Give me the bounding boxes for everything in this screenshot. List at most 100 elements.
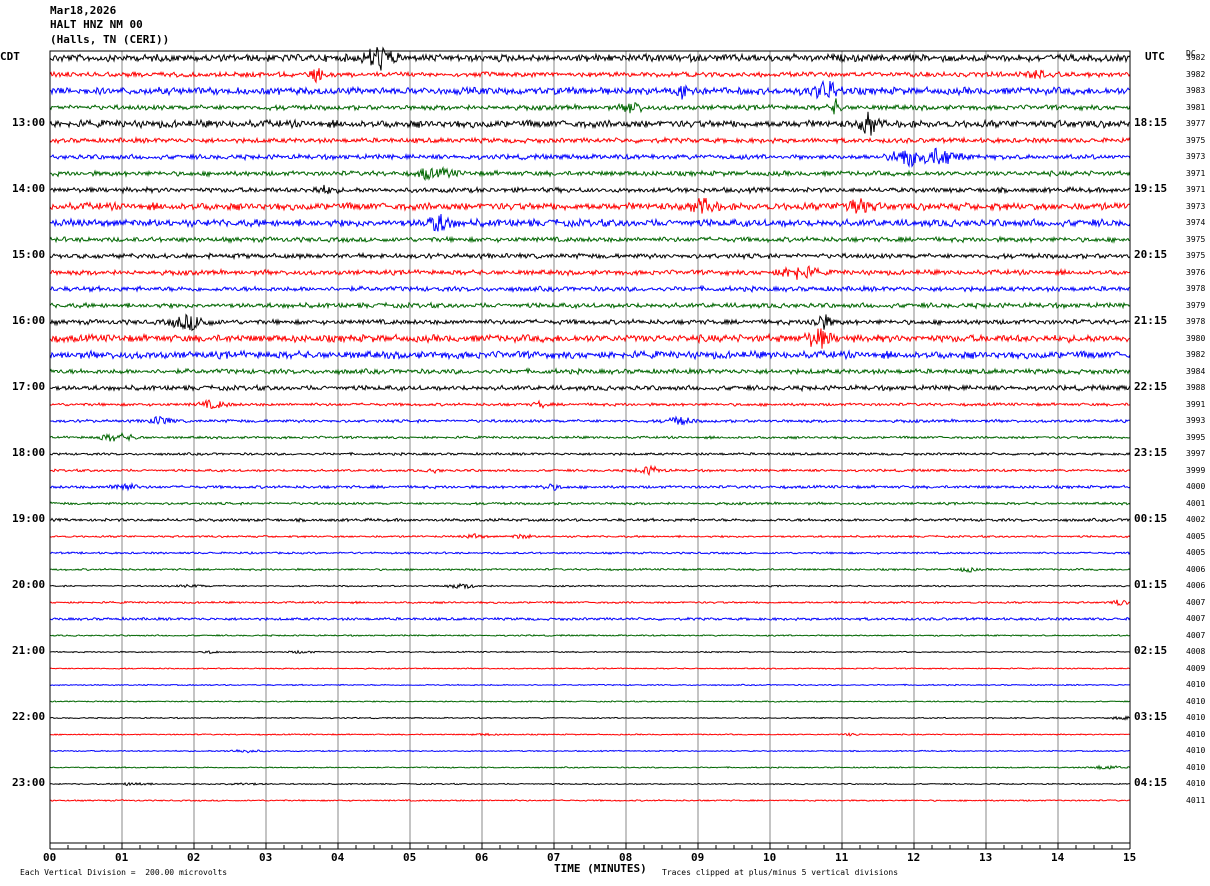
utc-hour-label: 18:15 (1134, 116, 1168, 129)
cdt-hour-label: 13:00 (12, 116, 46, 129)
dc-offset-label: 3971 (1186, 168, 1206, 178)
cdt-hour-label: 20:00 (12, 578, 46, 591)
dc-offset-label: 3978 (1186, 317, 1206, 326)
dc-offset-label: 4010 (1186, 746, 1206, 755)
dc-offset-label: 3997 (1186, 449, 1206, 458)
trace-line (49, 517, 1131, 523)
cdt-hour-label: 14:00 (12, 182, 46, 195)
dc-offset-label: 3973 (1186, 201, 1206, 211)
x-tick-label: 09 (691, 851, 705, 864)
dc-offset-label: 3982 (1186, 53, 1206, 62)
trace-line (49, 79, 1131, 100)
utc-hour-label: 00:15 (1134, 512, 1168, 525)
dc-offset-label: 3975 (1186, 135, 1206, 145)
utc-hour-label: 19:15 (1134, 182, 1168, 195)
x-tick-label: 02 (187, 851, 201, 864)
clipping-note: Traces clipped at plus/minus 5 vertical … (662, 868, 899, 877)
utc-hour-label: 23:15 (1134, 446, 1168, 459)
utc-hour-label: 20:15 (1134, 248, 1168, 261)
trace-line (50, 415, 1131, 426)
cdt-hour-label: 19:00 (12, 512, 46, 525)
x-tick-label: 03 (259, 851, 273, 864)
trace-line (49, 599, 1131, 607)
utc-axis-label: UTC (1145, 50, 1165, 63)
x-tick-label: 15 (1123, 851, 1137, 864)
dc-offset-label: 4006 (1186, 581, 1206, 590)
trace-line (49, 235, 1131, 244)
dc-offset-label: 3995 (1186, 432, 1206, 442)
trace-line (49, 301, 1131, 310)
dc-offset-label: 4007 (1186, 630, 1206, 640)
x-tick-label: 10 (763, 851, 777, 864)
trace-line (49, 451, 1131, 457)
trace-line (49, 147, 1131, 168)
trace-line (49, 533, 1131, 540)
dc-offset-label: 3976 (1186, 267, 1206, 277)
trace-line (49, 616, 1131, 622)
trace-line (49, 431, 1131, 442)
x-tick-label: 07 (547, 851, 561, 864)
x-tick-label: 14 (1051, 851, 1065, 864)
plot-frame (49, 50, 1131, 850)
dc-offset-label: 3979 (1186, 300, 1206, 310)
x-tick-label: 13 (979, 851, 993, 864)
x-tick-label: 12 (907, 851, 921, 864)
dc-offset-label: 4010 (1186, 762, 1206, 772)
dc-offset-label: 4010 (1186, 696, 1206, 706)
station-label: HALT HNZ NM 00 (50, 18, 143, 31)
trace-line (49, 501, 1131, 506)
dc-offset-label: 4008 (1186, 647, 1206, 656)
utc-hour-label: 01:15 (1134, 578, 1168, 591)
trace-line (49, 165, 1131, 182)
trace-line (49, 464, 1131, 477)
utc-hour-label: 22:15 (1134, 380, 1168, 393)
cdt-hour-label: 21:00 (12, 644, 46, 657)
dc-offset-label: 3982 (1186, 69, 1206, 79)
dc-offset-label: 4010 (1186, 680, 1206, 689)
cdt-hour-label: 16:00 (12, 314, 46, 327)
dc-offset-label: 4007 (1186, 614, 1206, 623)
trace-line (49, 197, 1131, 214)
dc-offset-label: 3977 (1186, 119, 1206, 128)
trace-line (49, 482, 1131, 492)
trace-line (49, 284, 1131, 294)
x-tick-label: 01 (115, 851, 129, 864)
x-tick-label: 08 (619, 851, 633, 864)
vertical-division-note: Each Vertical Division = 200.00 microvol… (20, 868, 228, 877)
x-tick-label: 00 (43, 851, 57, 864)
cdt-hour-label: 22:00 (12, 710, 46, 723)
dc-offset-label: 3980 (1186, 333, 1206, 343)
dc-offset-label: 4007 (1186, 597, 1206, 607)
trace-line (49, 349, 1131, 361)
dc-offset-label: 3975 (1186, 234, 1206, 244)
location-label: (Halls, TN (CERI)) (50, 33, 170, 46)
seismic-traces (49, 46, 1131, 803)
utc-hour-label: 02:15 (1134, 644, 1168, 657)
dc-offset-label: 4010 (1186, 779, 1206, 788)
dc-offset-label: 4010 (1186, 729, 1206, 739)
trace-line (50, 764, 1131, 771)
dc-offset-label: 3999 (1186, 465, 1206, 475)
cdt-axis-label: CDT (0, 50, 20, 63)
dc-offset-label: 4010 (1186, 713, 1206, 722)
trace-line (49, 582, 1131, 590)
dc-offset-label: 3988 (1186, 383, 1206, 392)
x-tick-label: 06 (475, 851, 489, 864)
dc-offset-label: 4000 (1186, 482, 1206, 491)
dc-offset-label: 3984 (1186, 366, 1206, 376)
trace-line (49, 46, 1131, 71)
trace-line (49, 68, 1131, 84)
trace-line (49, 667, 1131, 670)
dc-offset-label: 3971 (1186, 185, 1206, 194)
trace-line (49, 551, 1131, 555)
trace-line (49, 683, 1130, 687)
utc-hour-label: 21:15 (1134, 314, 1168, 327)
trace-line (49, 367, 1131, 376)
dc-offset-label: 4005 (1186, 531, 1206, 541)
trace-line (49, 715, 1131, 721)
date-label: Mar18,2026 (50, 4, 117, 17)
trace-line (49, 398, 1131, 410)
trace-line (49, 781, 1131, 787)
dc-offset-label: 4006 (1186, 564, 1206, 574)
